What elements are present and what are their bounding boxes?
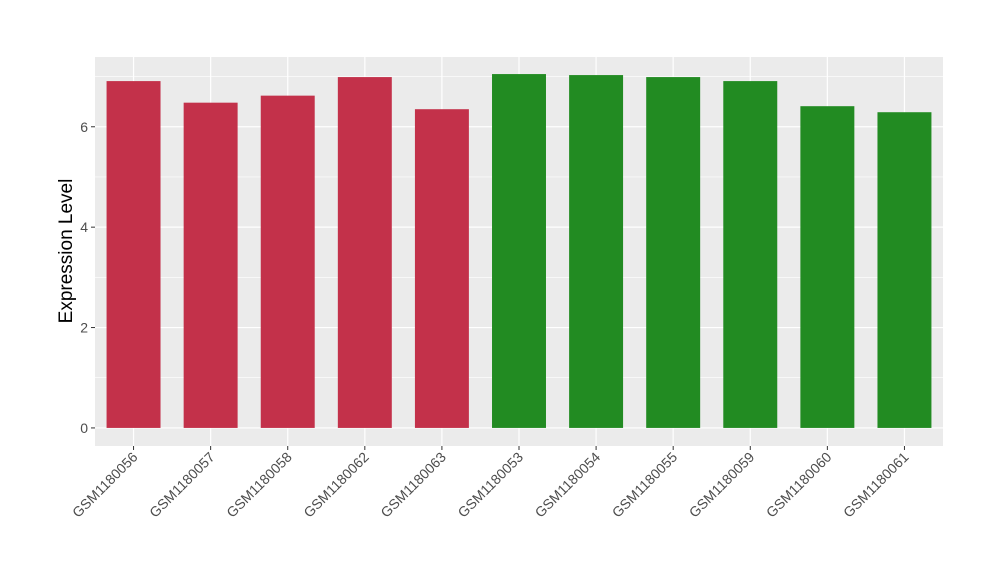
- x-tick-label: GSM1180060: [763, 449, 835, 521]
- x-tick-label: GSM1180055: [609, 449, 681, 521]
- y-axis: 0 2 4 6: [80, 119, 95, 436]
- bar-GSM1180056: [106, 81, 161, 428]
- x-tick-label: GSM1180054: [532, 449, 604, 521]
- bar-GSM1180054: [569, 75, 624, 428]
- bar-GSM1180059: [723, 81, 778, 428]
- bar-GSM1180055: [646, 77, 701, 428]
- bar-GSM1180053: [492, 74, 546, 428]
- x-axis: GSM1180056 GSM1180057 GSM1180058 GSM1180062…: [69, 446, 912, 520]
- y-tick-label: 0: [80, 420, 88, 436]
- x-tick-label: GSM1180061: [840, 449, 912, 521]
- bar-GSM1180058: [260, 95, 315, 428]
- y-axis-label: Expression Level: [56, 179, 77, 324]
- x-tick-label: GSM1180053: [454, 449, 526, 521]
- x-tick-label: GSM1180063: [377, 449, 449, 521]
- y-tick-label: 6: [80, 119, 88, 135]
- y-tick-label: 4: [80, 219, 88, 235]
- bar-GSM1180062: [337, 77, 392, 428]
- x-tick-label: GSM1180058: [223, 449, 295, 521]
- x-tick-label: GSM1180059: [686, 449, 758, 521]
- x-tick-label: GSM1180057: [146, 449, 218, 521]
- y-tick-label: 2: [80, 320, 88, 336]
- x-tick-label: GSM1180062: [300, 449, 372, 521]
- bars: [106, 74, 932, 428]
- bar-GSM1180057: [183, 102, 238, 428]
- x-tick-label: GSM1180056: [69, 449, 141, 521]
- bar-GSM1180063: [414, 109, 469, 428]
- bar-GSM1180061: [877, 112, 932, 428]
- bar-GSM1180060: [800, 106, 855, 428]
